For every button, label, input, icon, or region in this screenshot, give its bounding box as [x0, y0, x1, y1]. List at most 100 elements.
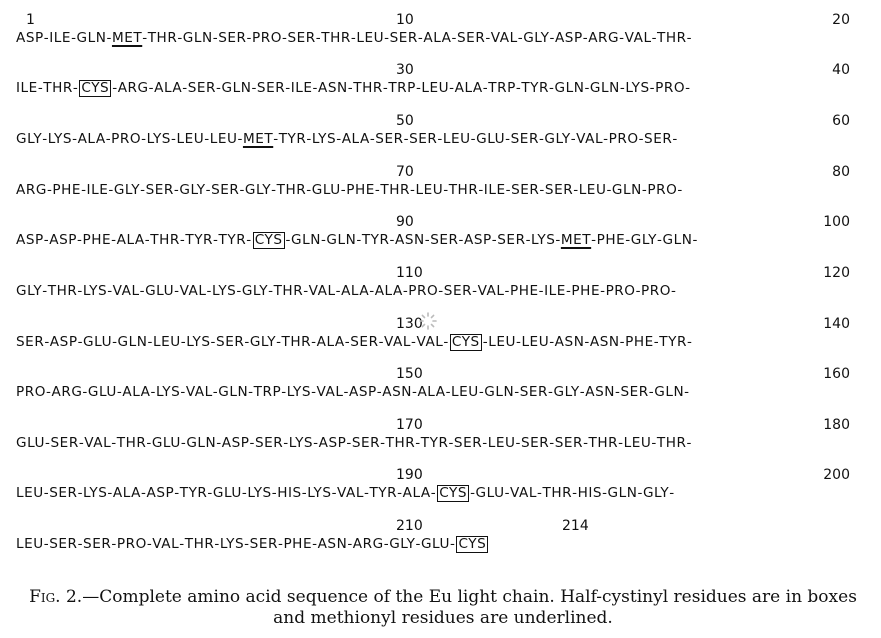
residue-separator: - — [478, 384, 485, 400]
sequence-line: 90 100 ASP - ASP - PHE - ALA - THR - TYR -… — [16, 214, 856, 264]
residue: ALA — [454, 80, 483, 96]
residue: SER — [510, 131, 539, 147]
residue: LYS — [307, 485, 332, 501]
residue-separator: - — [77, 334, 84, 350]
position-numbers: 30 40 — [16, 62, 856, 80]
residue: VAL — [337, 485, 364, 501]
residue-separator: - — [625, 232, 631, 248]
residue-separator: - — [350, 30, 357, 46]
residue: LEU — [415, 182, 444, 198]
residue-separator: - — [584, 80, 590, 96]
residue-separator: - — [106, 30, 112, 46]
residue-separator: - — [141, 485, 147, 501]
residue: GLY — [523, 30, 550, 46]
residue-separator: - — [686, 30, 693, 46]
residue-separator: - — [273, 131, 279, 147]
residue: THR — [147, 30, 178, 46]
residue-separator: - — [549, 80, 555, 96]
residue-separator: - — [239, 182, 245, 198]
position-numbers: 150 160 — [16, 366, 856, 384]
residue: ARG — [117, 80, 149, 96]
residue: ALA — [423, 30, 452, 46]
residue-separator: - — [42, 131, 48, 147]
residue-separator: - — [485, 30, 491, 46]
residue-separator: - — [144, 232, 151, 248]
residue-separator: - — [171, 131, 177, 147]
residue: TYR — [420, 435, 449, 451]
residue: ASP — [49, 232, 78, 248]
residue-separator: - — [591, 232, 597, 248]
residue-separator: - — [651, 30, 658, 46]
residue: THR — [276, 182, 307, 198]
residue-separator: - — [107, 485, 113, 501]
residue-separator: - — [369, 131, 376, 147]
residue-separator: - — [384, 30, 390, 46]
residue-separator: - — [445, 384, 452, 400]
residue: GLN — [654, 384, 685, 400]
position-number: 100 — [823, 214, 850, 230]
residue-separator: - — [470, 131, 477, 147]
residue: LEU — [176, 131, 205, 147]
residue-separator: - — [347, 80, 354, 96]
residue: SER — [351, 435, 381, 451]
residue: ILE — [290, 80, 313, 96]
residue-separator: - — [515, 334, 522, 350]
residue: ASP — [49, 334, 78, 350]
sequence-line: 170 180 GLU - SER - VAL - THR - GLU - GLN … — [16, 417, 856, 467]
residue-separator: - — [111, 536, 117, 552]
residue-separator: - — [180, 384, 186, 400]
residue-separator: - — [46, 182, 53, 198]
residue: ALA — [122, 384, 151, 400]
residue: VAL — [416, 334, 444, 350]
residue-separator: - — [382, 80, 389, 96]
residue: LEU — [421, 80, 450, 96]
residue-separator: - — [111, 435, 117, 451]
residue-separator: - — [653, 334, 660, 350]
residue-separator: - — [383, 536, 390, 552]
residue: THR — [385, 435, 416, 451]
figure-caption: Fig. 2.—Complete amino acid sequence of … — [18, 587, 868, 629]
residue-separator: - — [336, 131, 342, 147]
position-numbers: 110 120 — [16, 265, 856, 283]
residue: SER — [49, 485, 78, 501]
residue: GLN — [186, 435, 217, 451]
residue: LEU — [16, 536, 44, 552]
residue-separator: - — [369, 283, 375, 299]
residue: LYS — [47, 131, 73, 147]
loading-spinner-icon — [418, 311, 438, 331]
residue: ILE — [86, 182, 109, 198]
residue-separator: - — [276, 334, 282, 350]
residue-separator: - — [331, 485, 338, 501]
residue: GLY — [249, 334, 277, 350]
methionine-residue-underlined: MET — [111, 30, 143, 46]
residue-separator: - — [237, 131, 243, 147]
residue-separator: - — [244, 334, 250, 350]
residue: PHE — [283, 536, 313, 552]
residue-separator: - — [315, 30, 322, 46]
position-number: 10 — [396, 12, 414, 28]
position-numbers: 170 180 — [16, 417, 856, 435]
residue: PRO — [608, 131, 639, 147]
residue: PHE — [596, 232, 626, 248]
residue: PRO — [605, 283, 636, 299]
residue-separator: - — [43, 485, 50, 501]
residue-separator: - — [549, 334, 555, 350]
residue: SER — [49, 536, 78, 552]
residue-separator: - — [649, 80, 656, 96]
residue: GLN — [484, 384, 515, 400]
residue: SER — [453, 435, 483, 451]
residue: ARG — [588, 30, 620, 46]
residue-separator: - — [638, 131, 645, 147]
residue-separator: - — [312, 536, 318, 552]
residue: GLN — [117, 334, 148, 350]
residue: SER — [457, 30, 486, 46]
residue: TYR — [218, 232, 247, 248]
residue-separator: - — [312, 80, 319, 96]
residue: THR — [273, 283, 304, 299]
methionine-residue-underlined: MET — [560, 232, 592, 248]
sequence-line: 50 60 GLY - LYS - ALA - PRO - LYS - LEU - … — [16, 113, 856, 163]
residue-separator: - — [313, 435, 319, 451]
residue: GLY — [553, 384, 580, 400]
residue: GLN — [221, 80, 252, 96]
